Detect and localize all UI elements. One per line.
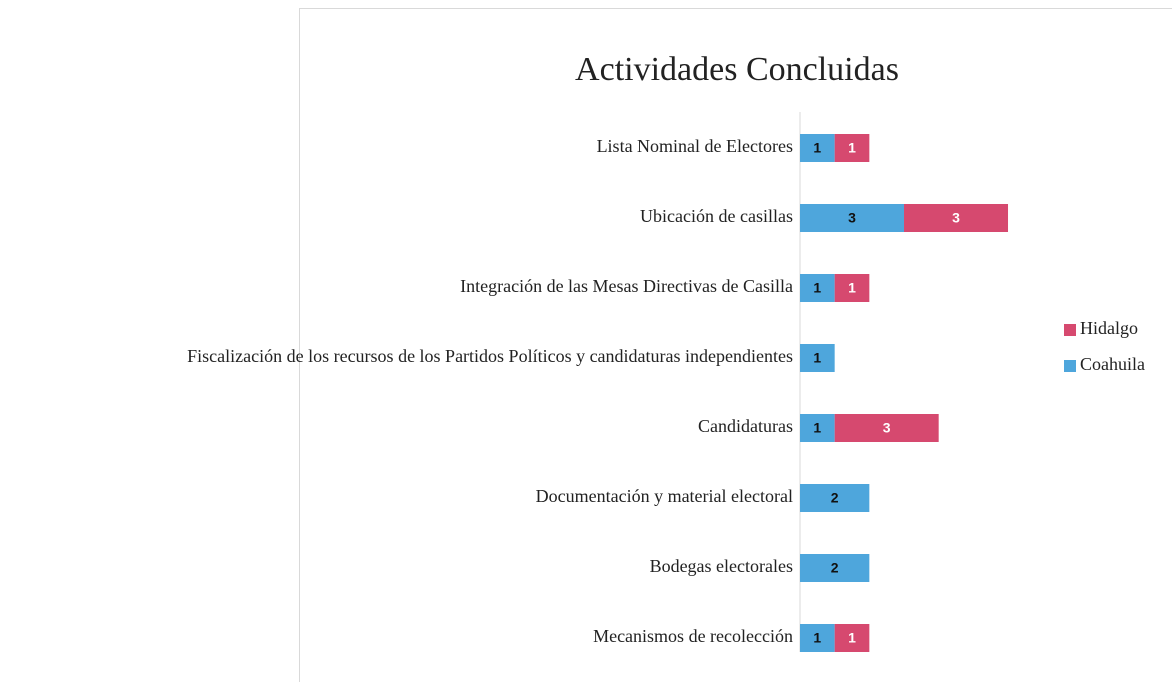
data-label: 1 xyxy=(848,280,856,296)
bar-segment xyxy=(904,204,1009,232)
data-label: 1 xyxy=(813,630,821,646)
bar-segment xyxy=(834,134,870,162)
data-label: 3 xyxy=(848,210,856,226)
data-label: 1 xyxy=(813,420,821,436)
bar-segment xyxy=(800,204,905,232)
category-label: Integración de las Mesas Directivas de C… xyxy=(460,276,793,296)
bar-segment xyxy=(800,344,835,372)
data-label: 1 xyxy=(813,280,821,296)
data-label: 3 xyxy=(952,210,960,226)
legend-swatch xyxy=(1064,360,1076,372)
category-label: Ubicación de casillas xyxy=(640,206,793,226)
legend-swatch xyxy=(1064,324,1076,336)
legend-label: Hidalgo xyxy=(1080,318,1138,338)
category-label: Candidaturas xyxy=(698,416,793,436)
bar-segment xyxy=(834,414,939,442)
chart-title: Actividades Concluidas xyxy=(575,51,899,88)
bar-segment xyxy=(834,624,870,652)
legend-label: Coahuila xyxy=(1080,354,1145,374)
category-label: Lista Nominal de Electores xyxy=(597,136,793,156)
bar-segment xyxy=(800,484,870,512)
bar-segment xyxy=(834,274,870,302)
data-label: 2 xyxy=(831,560,839,576)
bar-segment xyxy=(800,554,870,582)
data-label: 1 xyxy=(813,140,821,156)
category-label: Mecanismos de recolección xyxy=(593,626,793,646)
data-label: 3 xyxy=(883,420,891,436)
category-label: Bodegas electorales xyxy=(650,556,793,576)
bar-segment xyxy=(800,624,835,652)
data-label: 1 xyxy=(848,140,856,156)
bar-segment xyxy=(800,274,835,302)
chart-frame xyxy=(299,8,1172,682)
data-label: 1 xyxy=(848,630,856,646)
bar-segment xyxy=(800,134,835,162)
data-label: 2 xyxy=(831,490,839,506)
category-label: Fiscalización de los recursos de los Par… xyxy=(187,346,793,366)
category-label: Documentación y material electoral xyxy=(536,486,793,506)
bar-segment xyxy=(800,414,835,442)
data-label: 1 xyxy=(813,350,821,366)
